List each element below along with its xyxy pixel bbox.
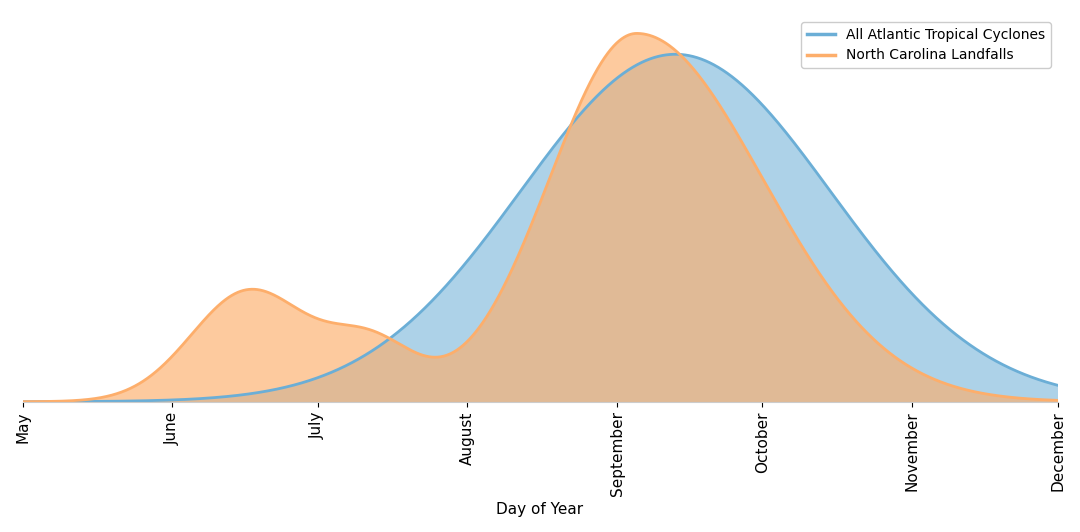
Legend: All Atlantic Tropical Cyclones, North Carolina Landfalls: All Atlantic Tropical Cyclones, North Ca…	[801, 22, 1051, 68]
X-axis label: Day of Year: Day of Year	[497, 502, 583, 517]
